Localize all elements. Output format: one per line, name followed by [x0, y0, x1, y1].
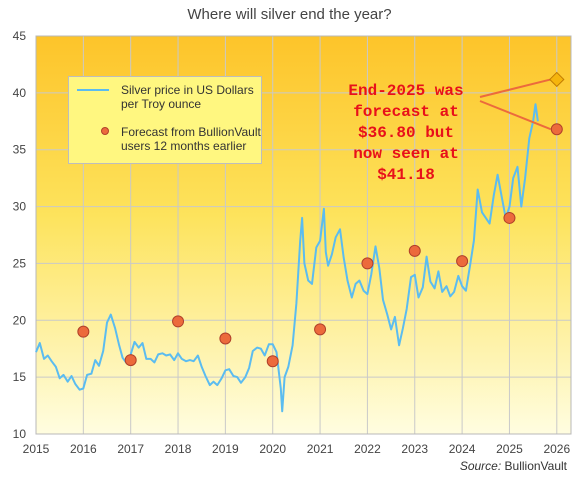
forecast-point — [219, 332, 232, 345]
legend-label-price: Silver price in US Dollars per Troy ounc… — [121, 83, 254, 111]
x-tick-label: 2018 — [165, 442, 192, 456]
x-tick-label: 2015 — [23, 442, 50, 456]
forecast-point — [503, 211, 516, 224]
y-tick-label: 35 — [13, 143, 27, 157]
y-tick-label: 10 — [13, 427, 27, 441]
forecast-point — [77, 325, 90, 338]
x-tick-label: 2019 — [212, 442, 239, 456]
legend-dot-swatch — [101, 127, 109, 135]
forecast-point — [550, 123, 563, 136]
forecast-point — [124, 354, 137, 367]
silver-price-line — [35, 103, 539, 413]
x-tick-label: 2024 — [449, 442, 476, 456]
forecast-point — [314, 323, 327, 336]
forecast-point — [408, 244, 421, 257]
source-credit: Source: BullionVault — [460, 459, 567, 473]
y-tick-label: 30 — [13, 200, 27, 214]
forecast-point — [361, 257, 374, 270]
x-tick-label: 2025 — [496, 442, 523, 456]
x-tick-label: 2026 — [543, 442, 570, 456]
legend: Silver price in US Dollars per Troy ounc… — [68, 76, 262, 164]
y-tick-label: 45 — [13, 29, 27, 43]
source-name: BullionVault — [504, 459, 567, 473]
annotation-leader-lower — [479, 100, 552, 131]
legend-line-swatch — [77, 89, 109, 91]
annotation-leader-upper — [479, 78, 552, 98]
plot-border — [35, 35, 572, 435]
legend-label-forecast: Forecast from BullionVault users 12 mont… — [121, 125, 261, 153]
x-tick-label: 2022 — [354, 442, 381, 456]
x-tick-label: 2017 — [117, 442, 144, 456]
y-tick-label: 40 — [13, 86, 27, 100]
x-tick-label: 2021 — [307, 442, 334, 456]
forecast-annotation: End-2025 was forecast at $36.80 but now … — [348, 82, 464, 184]
y-tick-label: 20 — [13, 313, 27, 327]
y-tick-label: 15 — [13, 370, 27, 384]
forecast-point — [266, 355, 279, 368]
forecast-point — [172, 315, 185, 328]
x-tick-label: 2016 — [70, 442, 97, 456]
chart-title: Where will silver end the year? — [187, 6, 392, 23]
source-label: Source: — [459, 459, 502, 473]
x-tick-label: 2023 — [401, 442, 428, 456]
forecast-point — [456, 255, 469, 268]
x-tick-label: 2020 — [259, 442, 286, 456]
revised-forecast-diamond — [549, 71, 565, 88]
y-tick-label: 25 — [13, 256, 27, 270]
